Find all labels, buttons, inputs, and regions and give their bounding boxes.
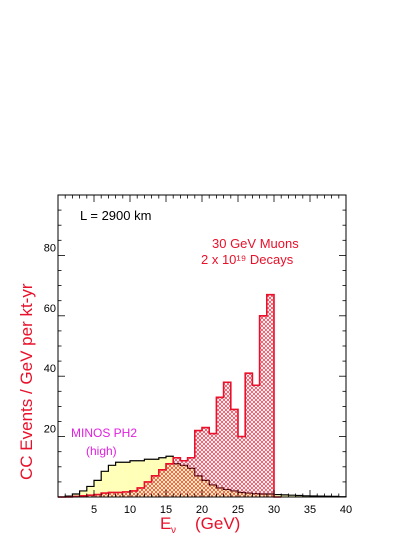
minos-bar-12 [144, 459, 152, 497]
x-tick-label-5: 5 [91, 504, 97, 516]
minos-bar-6 [101, 471, 109, 497]
y-tick-label-20: 20 [44, 424, 56, 436]
x-axis-title-main: E [160, 514, 171, 533]
muon-bar-9 [122, 491, 130, 497]
x-tick-label-40: 40 [340, 504, 352, 516]
y-tick-label-60: 60 [44, 303, 56, 315]
muon-bar-25 [238, 436, 246, 497]
y-axis: 20 40 60 80 [44, 194, 346, 498]
muon-bar-5 [94, 494, 102, 497]
x-axis-title-unit: (GeV) [195, 514, 240, 533]
minos-bar-34 [302, 495, 310, 497]
minos-bar-3 [79, 490, 87, 497]
muon-histogram [58, 293, 282, 498]
muon-bar-23 [223, 382, 231, 497]
x-tick-label-10: 10 [124, 504, 136, 516]
muon-bar-28 [259, 315, 267, 497]
x-tick-label-15: 15 [160, 504, 172, 516]
muon-bar-20 [202, 427, 210, 497]
minos-bar-10 [130, 460, 138, 497]
muon-bar-11 [137, 487, 145, 497]
minos-bar-7 [108, 465, 116, 497]
muon-annotation-line1: 30 GeV Muons [212, 236, 299, 251]
muon-bar-15 [166, 463, 174, 497]
muon-bar-27 [252, 385, 260, 497]
baseline-annotation: L = 2900 km [80, 208, 151, 223]
minos-bar-5 [94, 480, 102, 497]
minos-annotation-line1: MINOS PH2 [71, 426, 137, 440]
x-tick-label-25: 25 [232, 504, 244, 516]
muon-annotation-line2: 2 x 10¹⁹ Decays [201, 252, 294, 267]
minos-bar-2 [72, 493, 80, 497]
minos-bar-32 [288, 495, 296, 497]
x-axis-title-sub: ν [171, 525, 176, 536]
muon-bar-4 [86, 495, 94, 497]
minos-bar-11 [137, 460, 145, 497]
x-tick-label-20: 20 [196, 504, 208, 516]
muon-bar-18 [187, 457, 195, 497]
minos-bar-30 [274, 494, 282, 497]
muon-bar-6 [101, 493, 109, 497]
muon-outline [58, 293, 282, 498]
muon-bar-16 [173, 457, 181, 497]
muon-bar-26 [245, 373, 253, 497]
minos-bar-8 [115, 462, 123, 497]
x-axis-title: E ν (GeV) [160, 514, 240, 536]
y-tick-label-40: 40 [44, 363, 56, 375]
muon-bar-12 [144, 481, 152, 497]
minos-annotation-line2: (high) [86, 444, 117, 458]
muon-bar-17 [180, 460, 188, 497]
y-tick-label-80: 80 [44, 242, 56, 254]
x-tick-label-30: 30 [268, 504, 280, 516]
muon-bar-14 [158, 469, 166, 497]
y-axis-title: CC Events / GeV per kt-yr [17, 283, 36, 480]
muon-bar-24 [230, 409, 238, 497]
minos-bar-33 [295, 495, 303, 497]
muon-bar-21 [209, 433, 217, 497]
minos-bar-4 [86, 486, 94, 497]
muon-bar-19 [194, 430, 202, 497]
minos-bar-9 [122, 462, 130, 497]
x-tick-label-35: 35 [304, 504, 316, 516]
muon-bar-7 [108, 492, 116, 497]
muon-bar-22 [216, 397, 224, 497]
muon-bar-10 [130, 490, 138, 497]
minos-bar-31 [281, 494, 289, 497]
x-axis: 5 10 15 20 25 30 35 40 [57, 195, 352, 516]
muon-bar-29 [266, 294, 274, 497]
muon-bar-13 [151, 475, 159, 497]
muon-bar-8 [115, 492, 123, 497]
